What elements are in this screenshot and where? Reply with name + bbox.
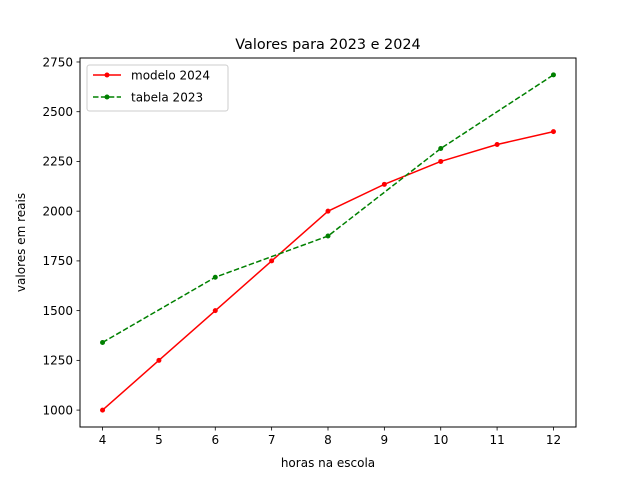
series-1-point [438,158,444,164]
series-2-point [212,274,218,280]
series-layer [100,72,556,413]
series-2-point [550,72,556,78]
legend-box [86,64,229,112]
y-tick-label: 2000 [42,204,73,218]
x-axis-label: horas na escola [281,456,375,470]
y-tick-label: 1000 [42,403,73,417]
legend-marker-2 [104,94,110,100]
y-tick-label: 2250 [42,155,73,169]
series-2-point [325,233,331,239]
y-axis: 1000 1250 1500 1750 2000 2250 2500 2750 [42,55,80,417]
legend: modelo 2024 tabela 2023 [86,64,229,112]
series-1-point [269,258,275,264]
x-tick-label: 11 [489,433,504,447]
series-1-point [550,129,556,135]
x-tick-label: 10 [433,433,448,447]
x-axis: 4 5 6 7 8 9 10 11 12 [99,427,561,447]
y-tick-label: 1500 [42,304,73,318]
series-1-point [156,357,162,363]
series-1-point [212,308,218,314]
x-tick-label: 4 [99,433,107,447]
x-tick-label: 5 [155,433,163,447]
y-tick-label: 1250 [42,354,73,368]
x-tick-label: 6 [211,433,219,447]
series-2-point [438,146,444,152]
x-tick-label: 12 [546,433,561,447]
legend-label-1: modelo 2024 [131,68,210,82]
series-1-point [381,181,387,187]
series-2-point [100,339,106,345]
y-tick-label: 1750 [42,254,73,268]
series-1-point [494,142,500,148]
y-tick-label: 2500 [42,105,73,119]
y-tick-label: 2750 [42,55,73,69]
x-tick-label: 7 [268,433,276,447]
series-1-point [325,208,331,214]
x-tick-label: 8 [324,433,332,447]
x-tick-label: 9 [381,433,389,447]
legend-marker-1 [104,72,110,78]
legend-label-2: tabela 2023 [131,90,203,104]
chart-title: Valores para 2023 e 2024 [235,37,420,53]
y-axis-label: valores em reais [14,193,28,292]
series-1-point [100,407,106,413]
